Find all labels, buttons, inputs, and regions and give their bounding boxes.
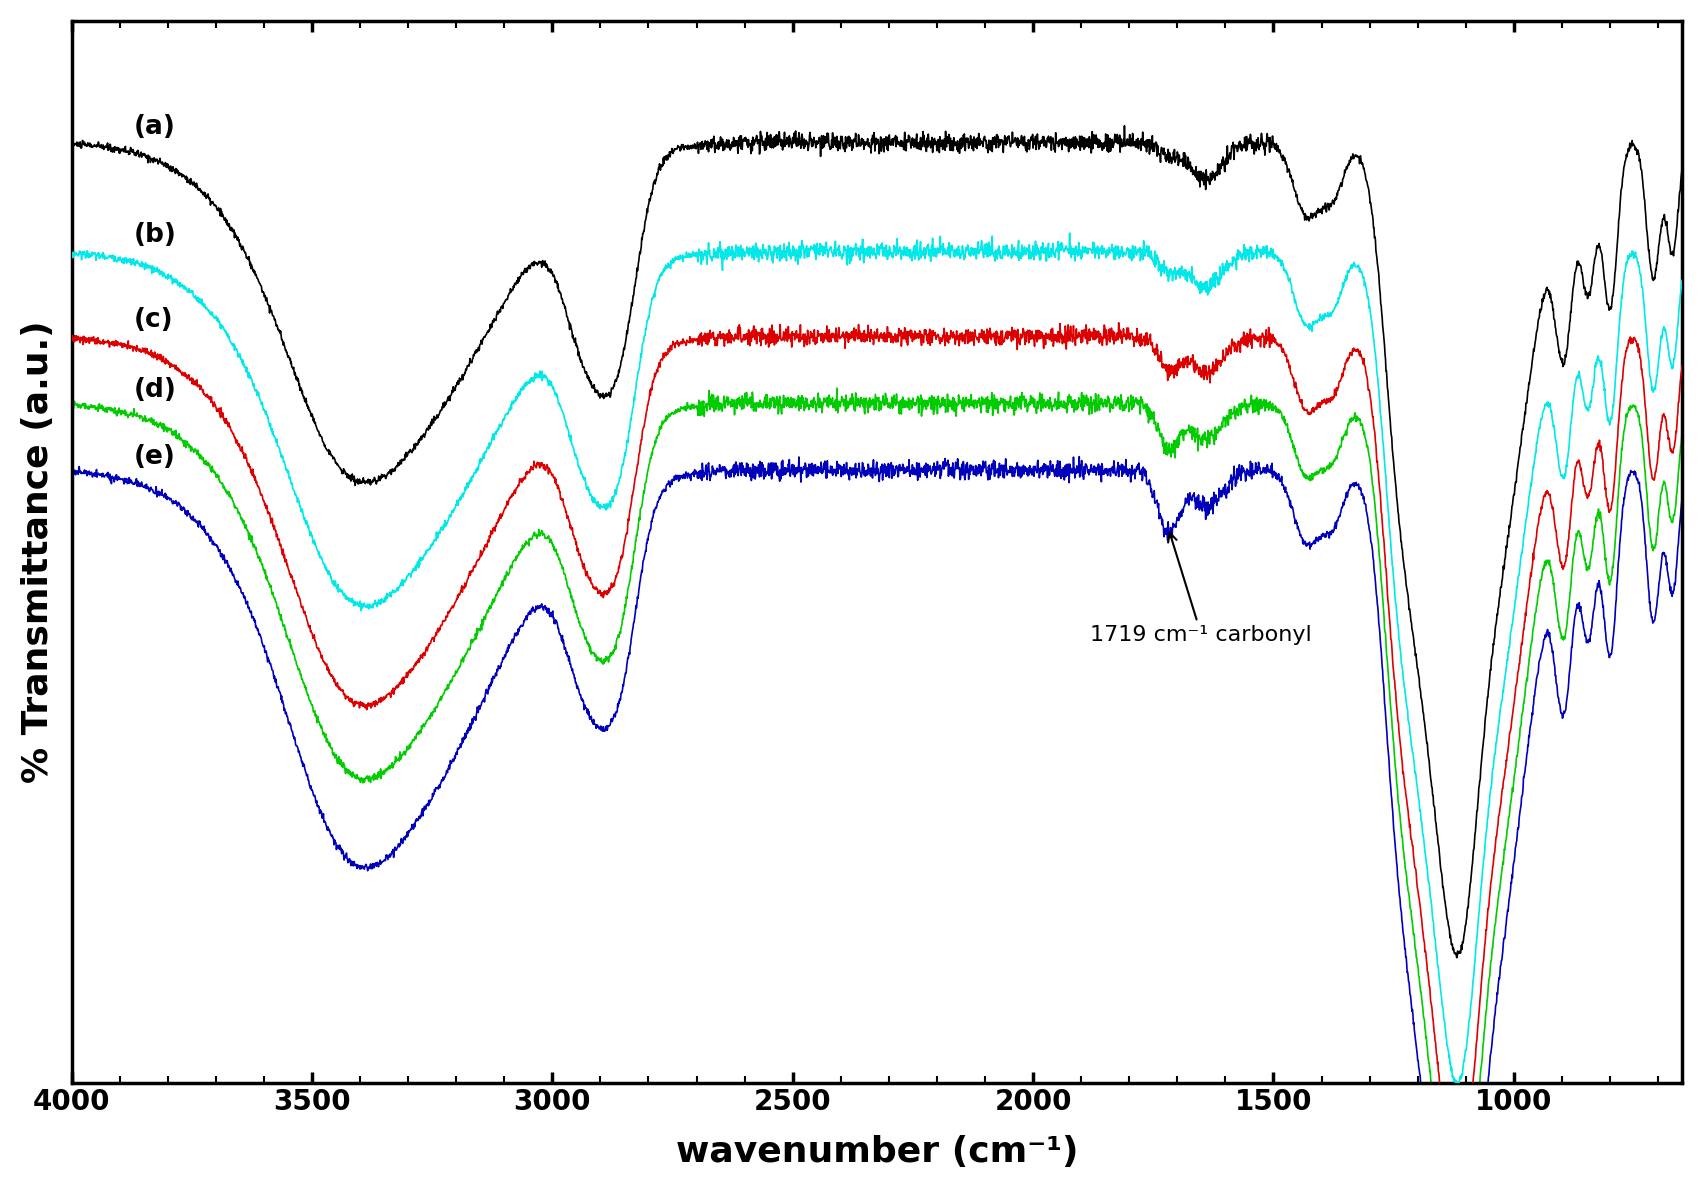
Text: (d): (d) [135,377,177,403]
Text: (c): (c) [135,307,174,333]
Text: (b): (b) [135,223,177,249]
Y-axis label: % Transmittance (a.u.): % Transmittance (a.u.) [20,320,54,783]
Text: (a): (a) [135,114,175,140]
X-axis label: wavenumber (cm⁻¹): wavenumber (cm⁻¹) [676,1135,1078,1169]
Text: 1719 cm⁻¹ carbonyl: 1719 cm⁻¹ carbonyl [1090,533,1313,645]
Text: (e): (e) [135,444,175,470]
